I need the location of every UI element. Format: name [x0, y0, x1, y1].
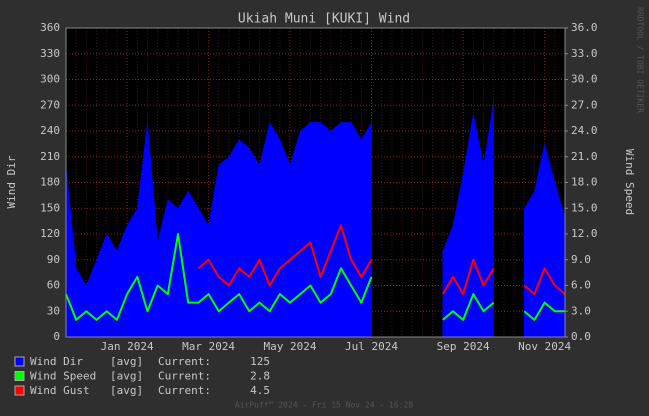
- y-tick-label: 180: [40, 176, 60, 189]
- side-note: RRDTOOL / TOBI OETIKER: [636, 7, 645, 113]
- y-tick-label: 0: [53, 330, 60, 343]
- y-tick-label: 30: [47, 304, 60, 317]
- y-tick-label: 300: [40, 73, 60, 86]
- plot-border: [65, 27, 566, 338]
- legend-swatch: [14, 385, 25, 396]
- legend-current-label: Current:: [158, 355, 211, 368]
- x-tick-label: Mar 2024: [182, 340, 235, 353]
- y-tick-label: 240: [40, 124, 60, 137]
- legend-current: 125: [250, 355, 270, 368]
- y2-tick-label: 0.0: [571, 330, 591, 343]
- series-line: [65, 233, 565, 321]
- legend-swatch: [14, 371, 25, 381]
- x-tick-label: Nov 2024: [518, 340, 571, 353]
- y2-tick-label: 9.0: [571, 253, 591, 266]
- x-tick-label: May 2024: [264, 340, 317, 353]
- y2-tick-label: 6.0: [571, 279, 591, 292]
- y2-tick-label: 33.0: [571, 47, 598, 60]
- x-tick-label: Jul 2024: [345, 340, 398, 353]
- legend-cf: [avg]: [110, 370, 143, 383]
- x-tick-label: Sep 2024: [437, 340, 490, 353]
- legend-swatch: [14, 356, 25, 367]
- y-tick-label: 150: [40, 201, 60, 214]
- y2-tick-label: 30.0: [571, 73, 598, 86]
- y-tick-label: 330: [40, 47, 60, 60]
- legend-cf: [avg]: [110, 355, 143, 368]
- y-axis-label: Wind Dir: [5, 155, 18, 208]
- series-line: [197, 224, 566, 296]
- y-tick-label: 60: [47, 279, 60, 292]
- y2-tick-label: 21.0: [571, 150, 598, 163]
- y-tick-label: 270: [40, 98, 60, 111]
- legend-cf: [avg]: [110, 384, 143, 397]
- legend-current-label: Current:: [158, 370, 211, 383]
- y2-tick-label: 36.0: [571, 21, 598, 34]
- x-tick-label: Jan 2024: [101, 340, 154, 353]
- y2-tick-label: 27.0: [571, 98, 598, 111]
- y2-axis-label: Wind Speed: [623, 149, 636, 215]
- legend-current: 2.8: [250, 370, 270, 383]
- legend-label: Wind Gust: [30, 384, 90, 397]
- chart-title: Ukiah Muni [KUKI] Wind: [238, 12, 410, 27]
- legend-current-label: Current:: [158, 384, 211, 397]
- y-tick-label: 120: [40, 227, 60, 240]
- y2-tick-label: 15.0: [571, 201, 598, 214]
- footer: AirPuff™ 2024 - Fri 15 Nov 24 - 16:28: [235, 401, 413, 410]
- legend-label: Wind Dir: [30, 355, 83, 368]
- y2-tick-label: 3.0: [571, 304, 591, 317]
- y2-tick-label: 12.0: [571, 227, 598, 240]
- legend-current: 4.5: [250, 384, 270, 397]
- y-tick-label: 360: [40, 21, 60, 34]
- y2-tick-label: 18.0: [571, 176, 598, 189]
- legend-label: Wind Speed: [30, 370, 96, 383]
- y-tick-label: 90: [47, 253, 60, 266]
- y2-tick-label: 24.0: [571, 124, 598, 137]
- y-tick-label: 210: [40, 150, 60, 163]
